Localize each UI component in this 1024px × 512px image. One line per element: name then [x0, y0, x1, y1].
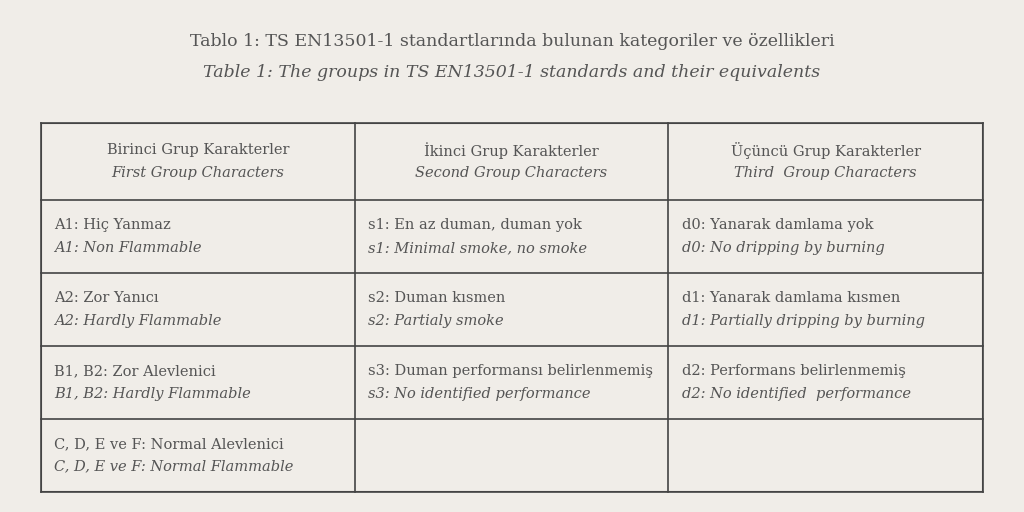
Text: Second Group Characters: Second Group Characters [416, 166, 607, 180]
Text: C, D, E ve F: Normal Alevlenici: C, D, E ve F: Normal Alevlenici [54, 437, 284, 451]
Text: Tablo 1: TS EN13501-1 standartlarında bulunan kategoriler ve özellikleri: Tablo 1: TS EN13501-1 standartlarında bu… [189, 33, 835, 50]
Text: A1: Hiç Yanmaz: A1: Hiç Yanmaz [54, 219, 171, 232]
Text: d0: No dripping by burning: d0: No dripping by burning [682, 241, 885, 255]
Text: d0: Yanarak damlama yok: d0: Yanarak damlama yok [682, 219, 873, 232]
Text: s2: Duman kısmen: s2: Duman kısmen [368, 291, 506, 305]
Text: d1: Partially dripping by burning: d1: Partially dripping by burning [682, 314, 925, 328]
Text: Üçüncü Grup Karakterler: Üçüncü Grup Karakterler [731, 142, 921, 159]
Text: s3: Duman performansı belirlenmemiş: s3: Duman performansı belirlenmemiş [368, 364, 653, 378]
Text: İkinci Grup Karakterler: İkinci Grup Karakterler [424, 142, 599, 159]
Text: s3: No identified performance: s3: No identified performance [368, 387, 591, 400]
Text: A2: Zor Yanıcı: A2: Zor Yanıcı [54, 291, 159, 305]
Text: Birinci Grup Karakterler: Birinci Grup Karakterler [106, 143, 289, 157]
Text: Table 1: The groups in TS EN13501-1 standards and their equivalents: Table 1: The groups in TS EN13501-1 stan… [204, 64, 820, 81]
Text: d2: Performans belirlenmemiş: d2: Performans belirlenmemiş [682, 364, 905, 378]
Text: A1: Non Flammable: A1: Non Flammable [54, 241, 202, 255]
Text: s2: Partialy smoke: s2: Partialy smoke [368, 314, 504, 328]
Text: B1, B2: Zor Alevlenici: B1, B2: Zor Alevlenici [54, 364, 216, 378]
Text: A2: Hardly Flammable: A2: Hardly Flammable [54, 314, 221, 328]
Text: s1: Minimal smoke, no smoke: s1: Minimal smoke, no smoke [368, 241, 587, 255]
Text: First Group Characters: First Group Characters [112, 166, 285, 180]
Text: s1: En az duman, duman yok: s1: En az duman, duman yok [368, 219, 582, 232]
Text: d2: No identified  performance: d2: No identified performance [682, 387, 910, 400]
Text: Third  Group Characters: Third Group Characters [734, 166, 916, 180]
Text: d1: Yanarak damlama kısmen: d1: Yanarak damlama kısmen [682, 291, 900, 305]
Text: C, D, E ve F: Normal Flammable: C, D, E ve F: Normal Flammable [54, 459, 294, 474]
Text: B1, B2: Hardly Flammable: B1, B2: Hardly Flammable [54, 387, 251, 400]
